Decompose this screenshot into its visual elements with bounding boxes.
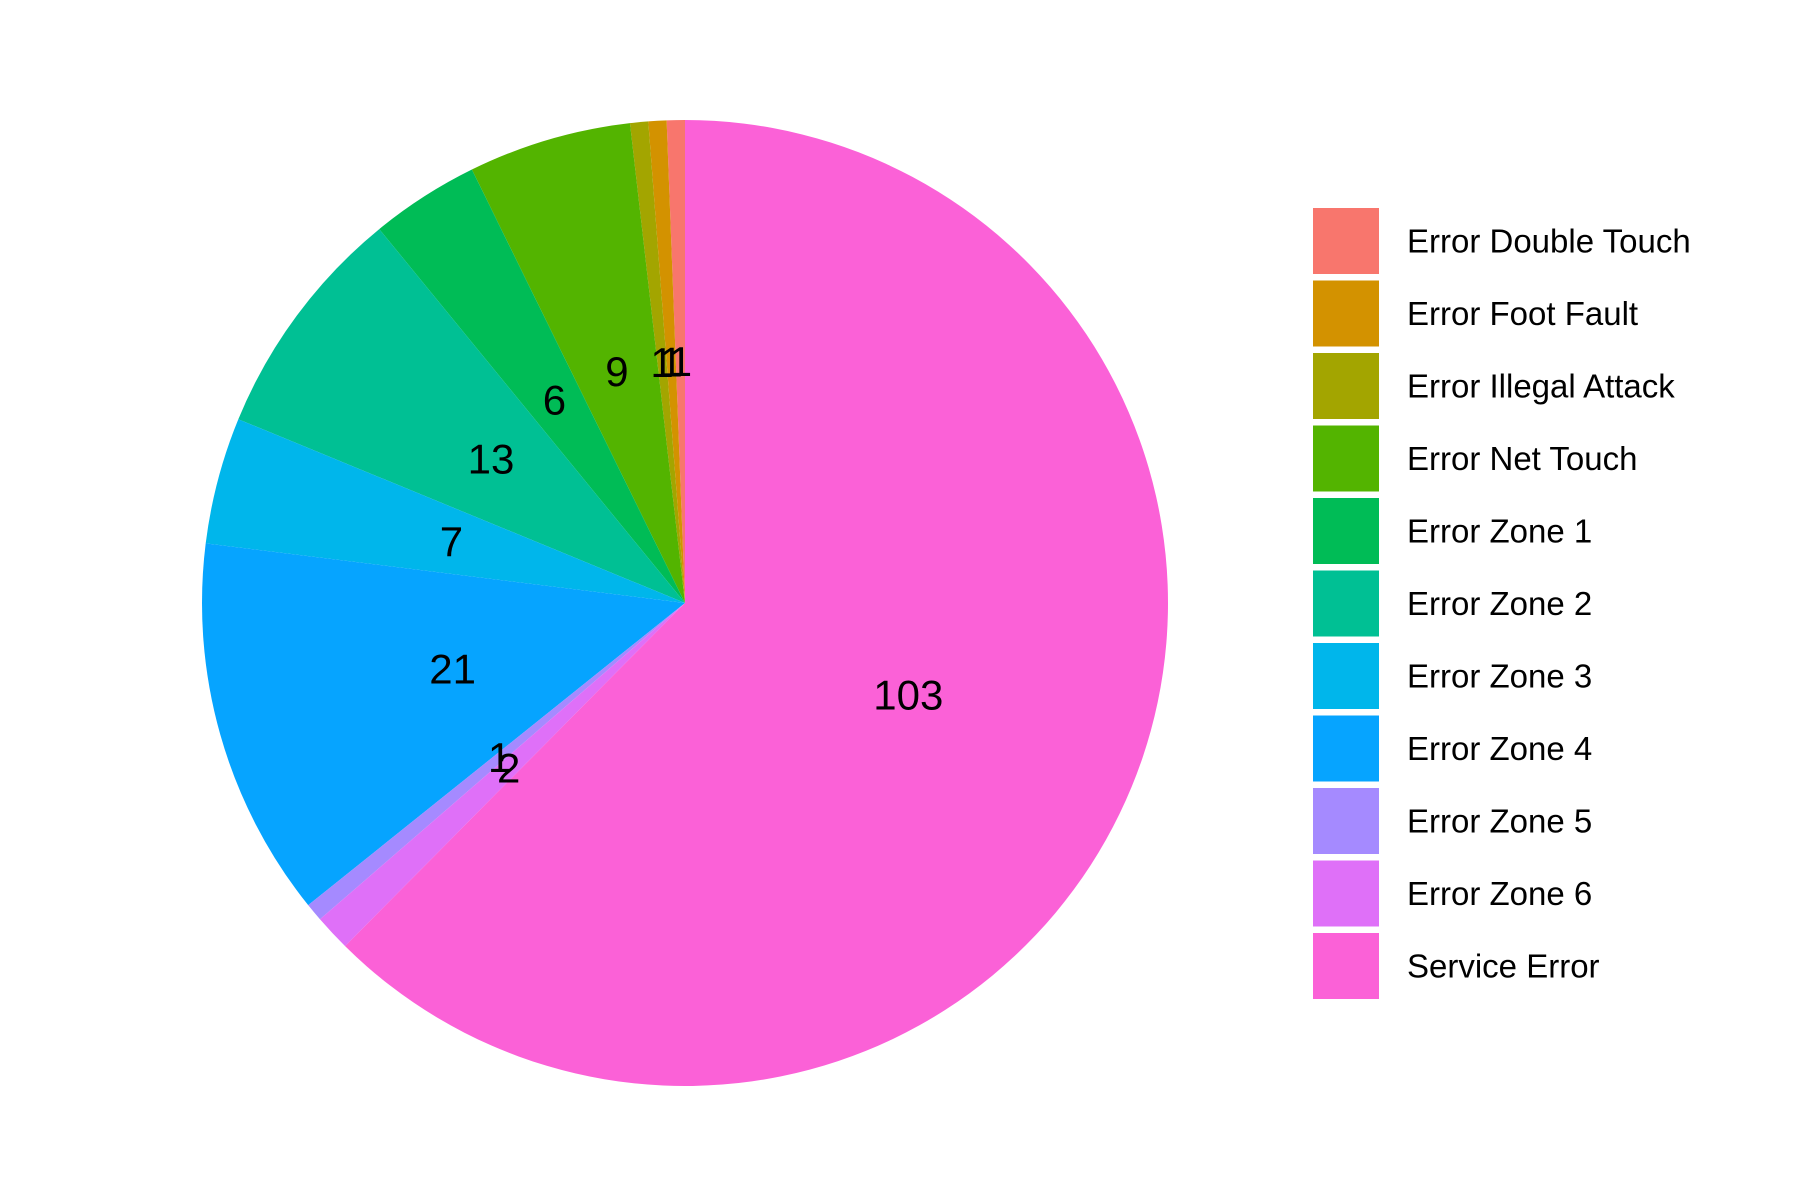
legend-label-error-double-touch: Error Double Touch xyxy=(1407,223,1691,260)
slice-value-label-error-zone-3: 7 xyxy=(440,518,463,565)
pie-slice-error-zone-2 xyxy=(238,229,685,603)
legend-swatch-error-net-touch xyxy=(1313,425,1379,492)
slice-value-label-error-zone-1: 6 xyxy=(543,376,566,423)
legend-label-error-net-touch: Error Net Touch xyxy=(1407,440,1637,477)
slice-value-label-error-double-touch: 1 xyxy=(669,338,692,385)
legend-label-error-zone-5: Error Zone 5 xyxy=(1407,803,1592,840)
legend-swatch-error-double-touch xyxy=(1313,208,1379,274)
slice-value-label-error-foot-fault: 1 xyxy=(660,338,683,385)
slice-value-label-error-zone-6: 2 xyxy=(497,744,520,791)
slice-value-label-error-zone-2: 13 xyxy=(468,436,515,483)
slice-value-label-error-zone-5: 1 xyxy=(488,734,511,781)
legend-swatch-error-illegal-attack xyxy=(1313,353,1379,419)
pie-slice-error-zone-6 xyxy=(319,603,685,947)
legend-label-error-zone-4: Error Zone 4 xyxy=(1407,730,1592,767)
legend-swatch-error-foot-fault xyxy=(1313,280,1379,347)
pie-slice-error-zone-4 xyxy=(202,543,686,906)
slice-value-label-error-zone-4: 21 xyxy=(429,645,476,692)
legend-swatch-error-zone-4 xyxy=(1313,715,1379,782)
legend-label-error-zone-6: Error Zone 6 xyxy=(1407,875,1592,912)
legend-label-error-illegal-attack: Error Illegal Attack xyxy=(1407,368,1675,405)
pie-slice-error-foot-fault xyxy=(648,120,685,603)
pie-slice-error-zone-3 xyxy=(205,419,685,603)
pie-slice-error-double-touch xyxy=(666,120,685,603)
pie-slice-error-illegal-attack xyxy=(629,121,685,604)
legend-swatch-error-zone-3 xyxy=(1313,643,1379,709)
legend-swatch-error-zone-1 xyxy=(1313,498,1379,564)
legend-label-error-foot-fault: Error Foot Fault xyxy=(1407,295,1638,332)
pie-slices xyxy=(202,120,1168,1086)
pie-slice-error-zone-5 xyxy=(308,603,685,920)
pie-slice-error-net-touch xyxy=(471,123,685,604)
pie-slice-error-zone-1 xyxy=(379,169,685,603)
slice-value-label-error-illegal-attack: 1 xyxy=(650,339,673,386)
legend-label-error-zone-1: Error Zone 1 xyxy=(1407,513,1592,550)
legend-swatch-error-zone-2 xyxy=(1313,570,1379,637)
legend-swatch-error-zone-5 xyxy=(1313,788,1379,854)
legend-swatch-error-zone-6 xyxy=(1313,860,1379,927)
slice-value-label-service-error: 103 xyxy=(873,671,943,718)
legend: Error Double Touch Error Foot Fault Error … xyxy=(1313,208,1691,999)
legend-label-service-error: Service Error xyxy=(1407,948,1600,985)
pie-slice-service-error xyxy=(345,120,1168,1086)
legend-swatch-service-error xyxy=(1313,933,1379,999)
legend-label-error-zone-3: Error Zone 3 xyxy=(1407,658,1592,695)
legend-label-error-zone-2: Error Zone 2 xyxy=(1407,585,1592,622)
slice-value-label-error-net-touch: 9 xyxy=(605,348,628,395)
